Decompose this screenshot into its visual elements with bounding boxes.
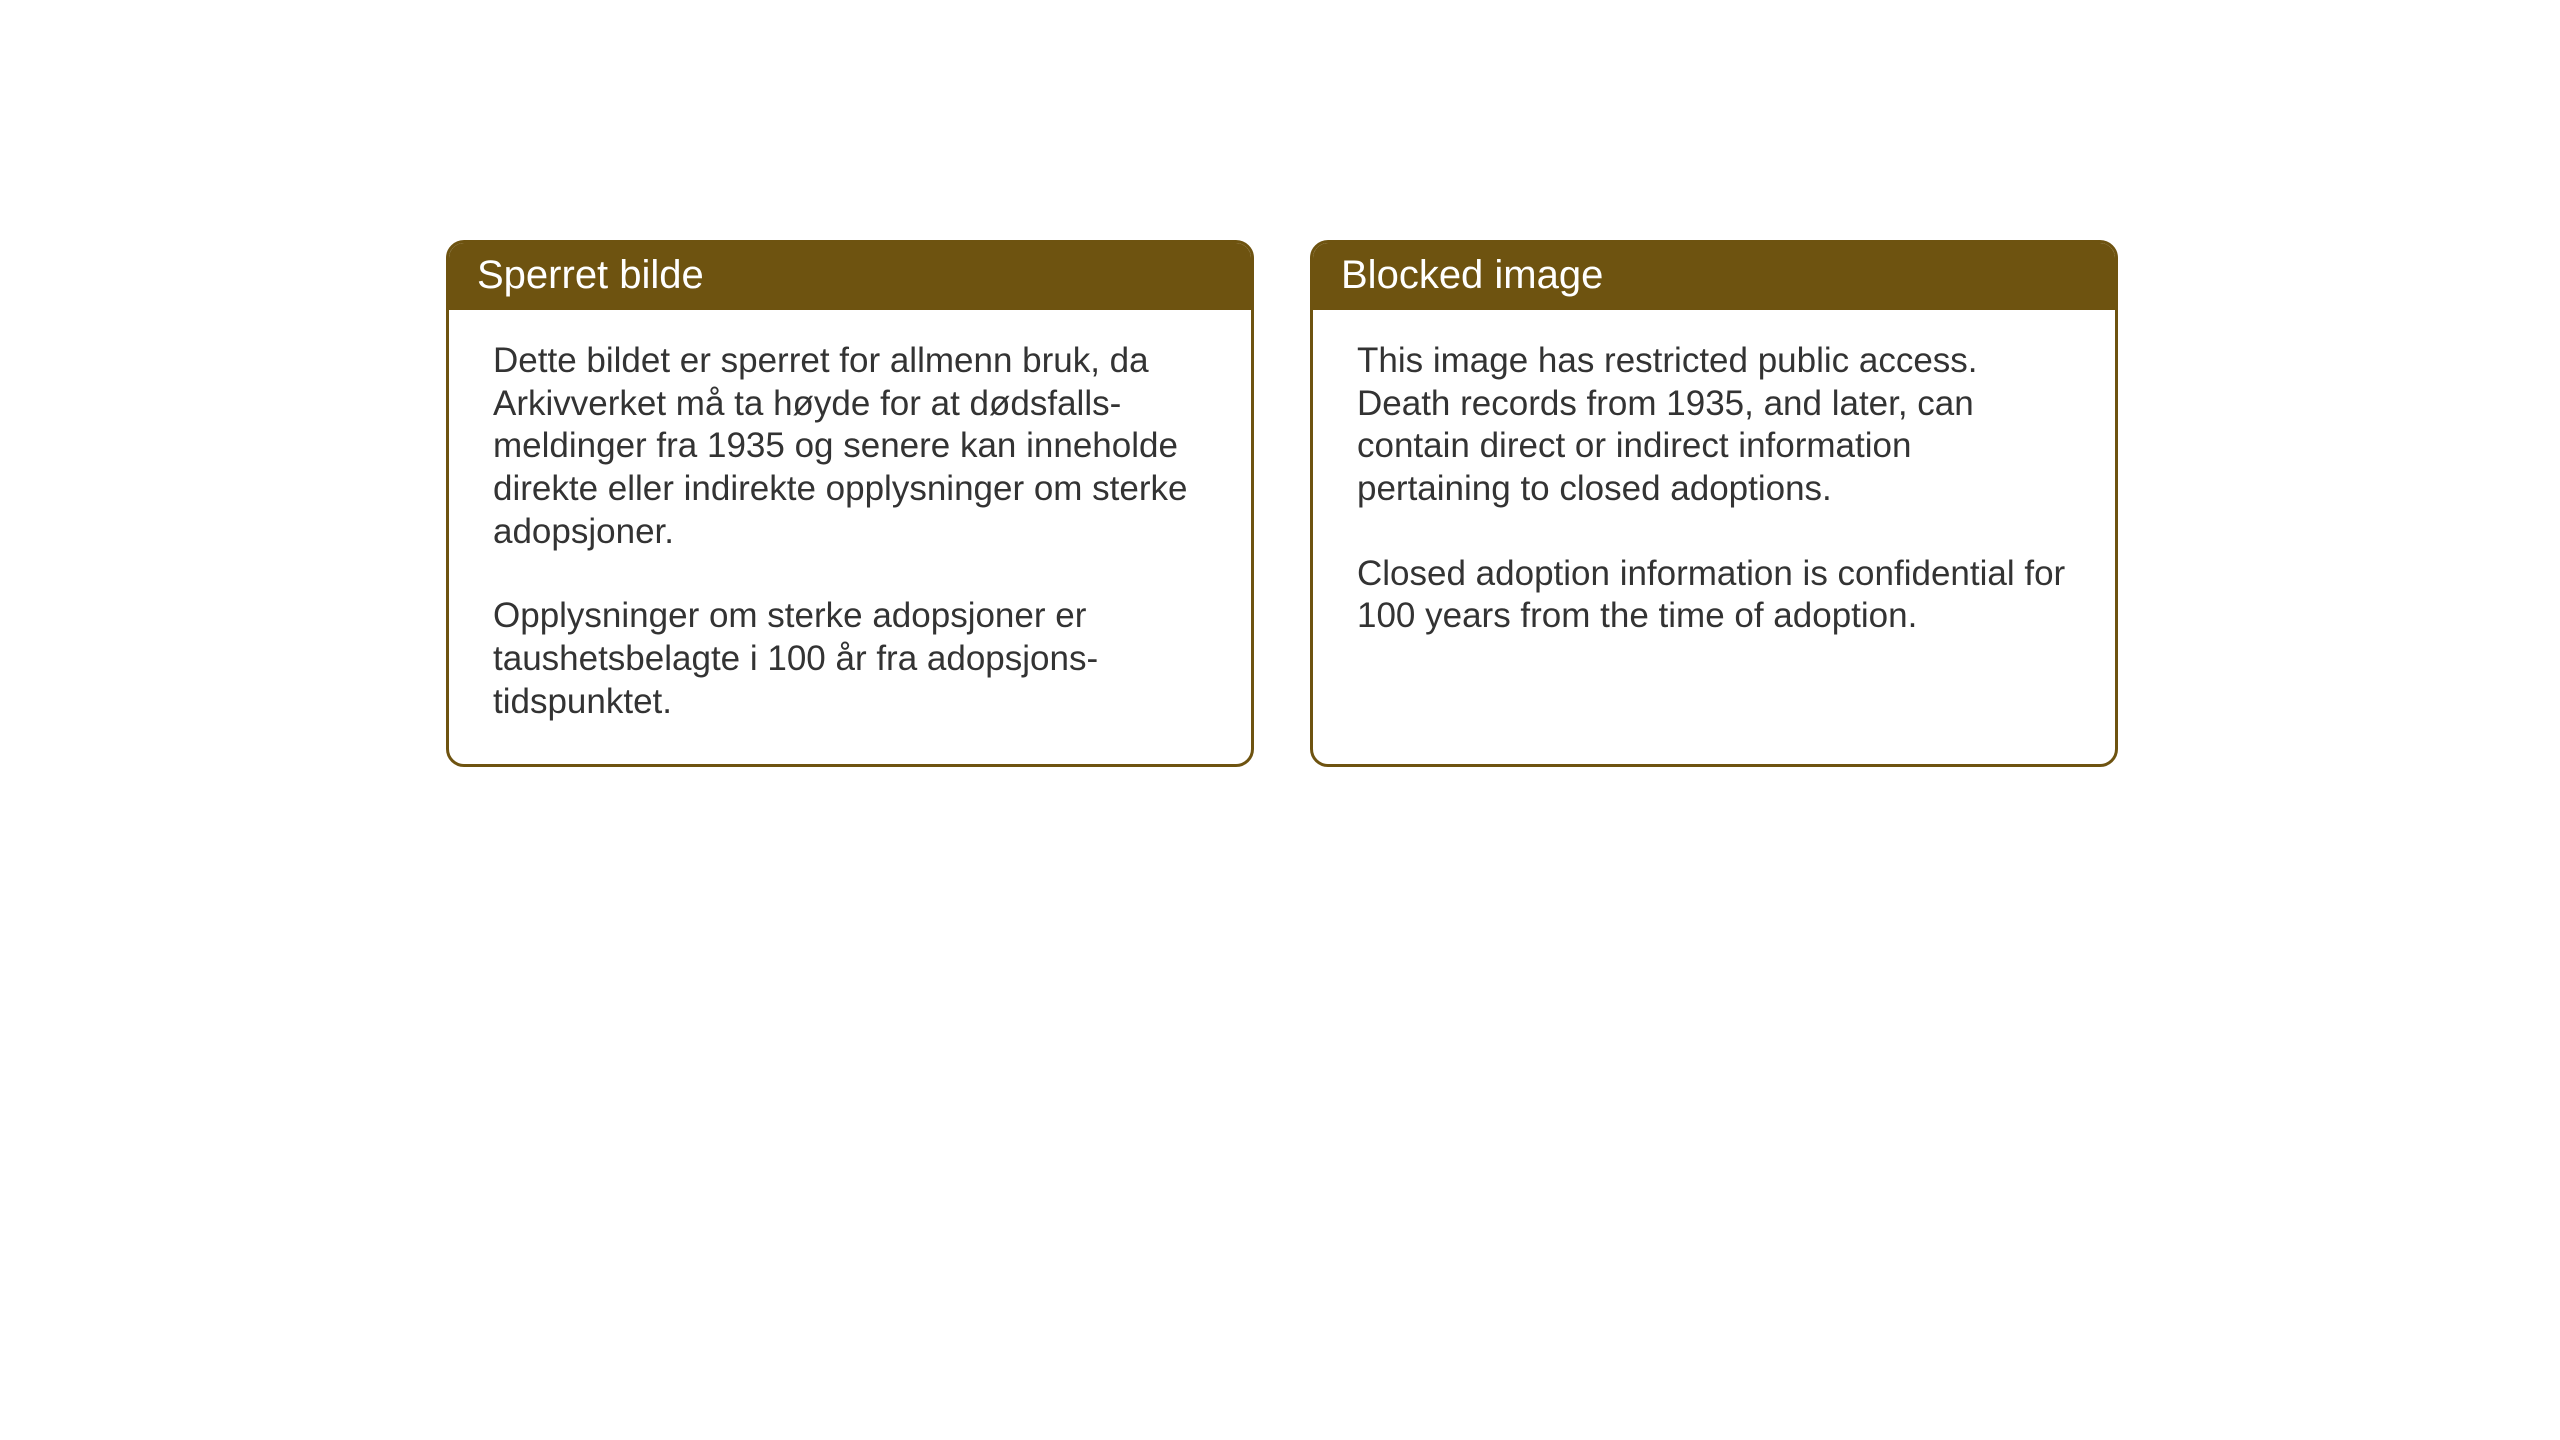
card-english-paragraph-2: Closed adoption information is confident… [1357, 553, 2071, 638]
card-norwegian: Sperret bilde Dette bildet er sperret fo… [446, 240, 1254, 767]
card-norwegian-body: Dette bildet er sperret for allmenn bruk… [449, 310, 1251, 764]
card-english-body: This image has restricted public access.… [1313, 310, 2115, 678]
card-norwegian-title: Sperret bilde [449, 243, 1251, 310]
card-norwegian-paragraph-1: Dette bildet er sperret for allmenn bruk… [493, 340, 1207, 553]
card-english-paragraph-1: This image has restricted public access.… [1357, 340, 2071, 511]
card-norwegian-paragraph-2: Opplysninger om sterke adopsjoner er tau… [493, 595, 1207, 723]
card-english-title: Blocked image [1313, 243, 2115, 310]
card-english: Blocked image This image has restricted … [1310, 240, 2118, 767]
cards-container: Sperret bilde Dette bildet er sperret fo… [446, 240, 2118, 767]
